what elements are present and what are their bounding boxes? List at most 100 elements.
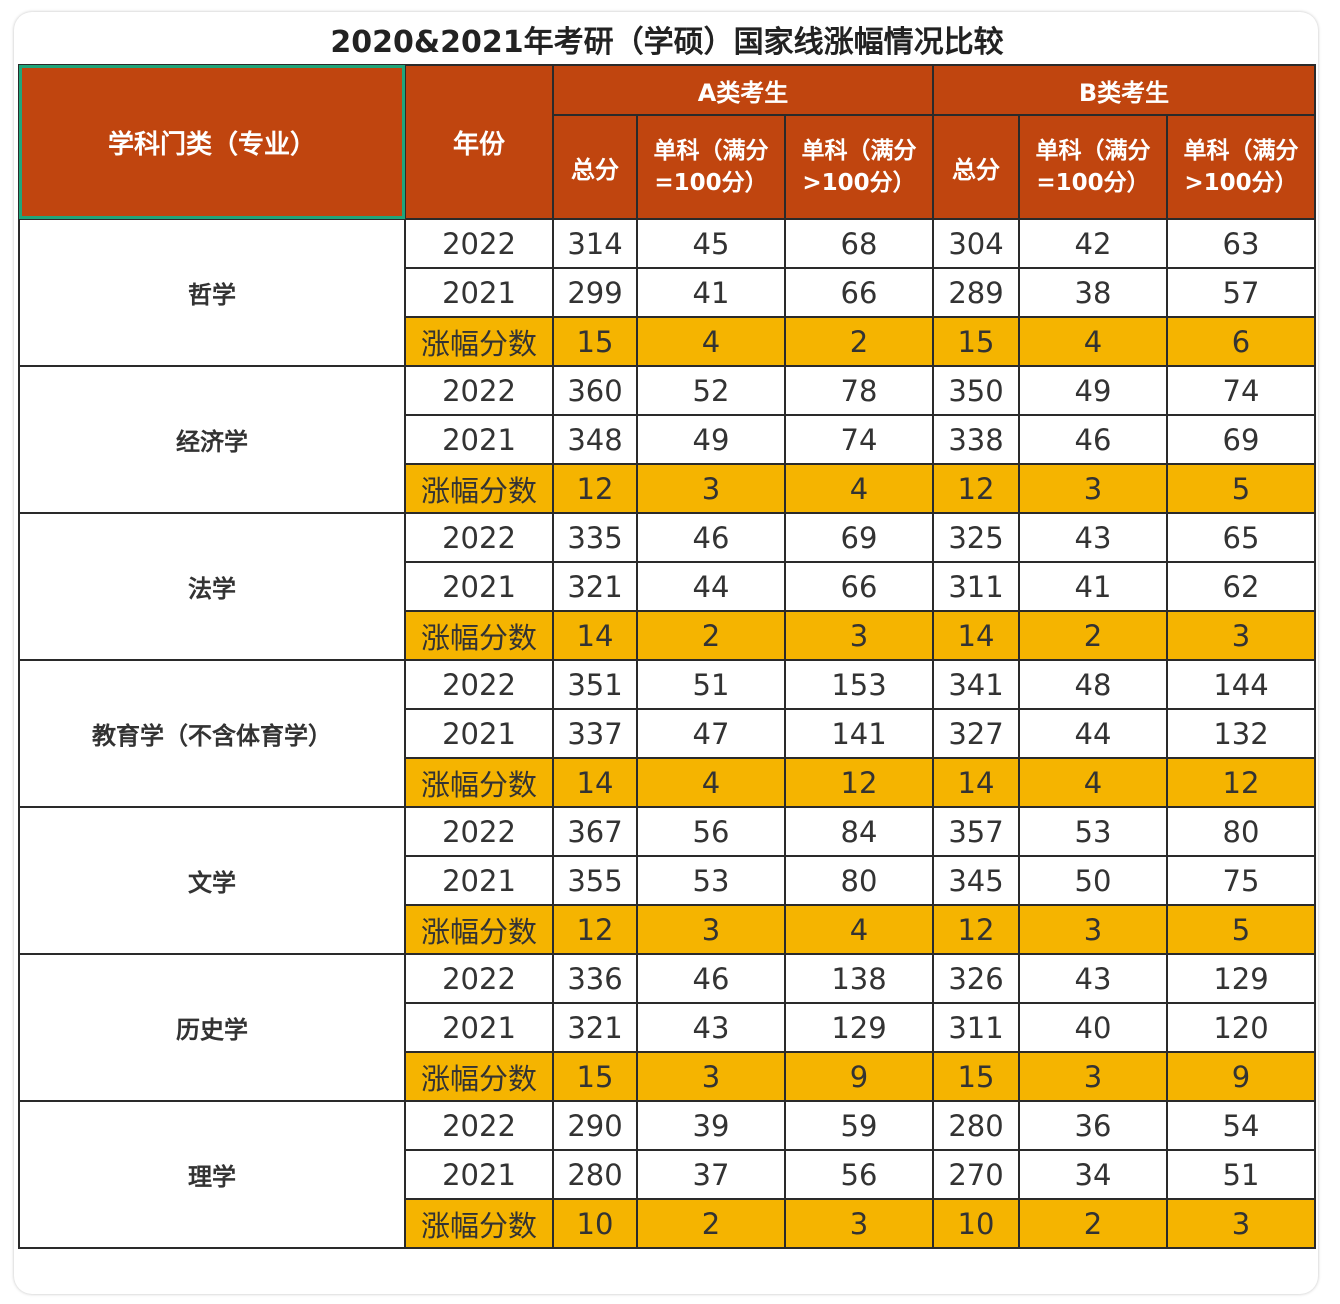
- b-single-gt100-header[interactable]: 单科（满分>100分）: [1166, 114, 1316, 220]
- group-b-header[interactable]: B类考生: [932, 64, 1316, 116]
- rise-value-cell[interactable]: 4: [636, 316, 786, 367]
- rise-value-cell[interactable]: 12: [552, 904, 638, 955]
- rise-value-cell[interactable]: 4: [784, 463, 934, 514]
- score-cell[interactable]: 337: [552, 708, 638, 759]
- score-cell[interactable]: 153: [784, 659, 934, 710]
- rise-value-cell[interactable]: 4: [1018, 316, 1168, 367]
- subject-cell[interactable]: 法学: [18, 512, 406, 661]
- year-header-cell[interactable]: 年份: [404, 64, 554, 220]
- score-cell[interactable]: 43: [1018, 512, 1168, 563]
- rise-value-cell[interactable]: 9: [784, 1051, 934, 1102]
- year-cell[interactable]: 2021: [404, 414, 554, 465]
- rise-value-cell[interactable]: 5: [1166, 904, 1316, 955]
- score-cell[interactable]: 351: [552, 659, 638, 710]
- score-cell[interactable]: 40: [1018, 1002, 1168, 1053]
- score-cell[interactable]: 43: [636, 1002, 786, 1053]
- score-cell[interactable]: 56: [784, 1149, 934, 1200]
- rise-value-cell[interactable]: 12: [552, 463, 638, 514]
- score-cell[interactable]: 36: [1018, 1100, 1168, 1151]
- score-cell[interactable]: 360: [552, 365, 638, 416]
- score-cell[interactable]: 129: [784, 1002, 934, 1053]
- a-total-header[interactable]: 总分: [552, 114, 638, 220]
- score-cell[interactable]: 44: [1018, 708, 1168, 759]
- year-cell[interactable]: 2022: [404, 365, 554, 416]
- score-cell[interactable]: 56: [636, 806, 786, 857]
- rise-value-cell[interactable]: 2: [636, 610, 786, 661]
- score-cell[interactable]: 49: [1018, 365, 1168, 416]
- score-cell[interactable]: 46: [1018, 414, 1168, 465]
- year-cell[interactable]: 2021: [404, 267, 554, 318]
- score-cell[interactable]: 66: [784, 267, 934, 318]
- rise-value-cell[interactable]: 2: [1018, 610, 1168, 661]
- score-cell[interactable]: 132: [1166, 708, 1316, 759]
- score-cell[interactable]: 43: [1018, 953, 1168, 1004]
- score-cell[interactable]: 74: [1166, 365, 1316, 416]
- subject-cell[interactable]: 教育学（不含体育学）: [18, 659, 406, 808]
- rise-value-cell[interactable]: 12: [1166, 757, 1316, 808]
- score-cell[interactable]: 80: [1166, 806, 1316, 857]
- rise-label-cell[interactable]: 涨幅分数: [404, 1051, 554, 1102]
- subject-cell[interactable]: 哲学: [18, 218, 406, 367]
- score-cell[interactable]: 304: [932, 218, 1020, 269]
- score-cell[interactable]: 120: [1166, 1002, 1316, 1053]
- score-cell[interactable]: 270: [932, 1149, 1020, 1200]
- score-cell[interactable]: 41: [636, 267, 786, 318]
- score-cell[interactable]: 289: [932, 267, 1020, 318]
- year-cell[interactable]: 2021: [404, 855, 554, 906]
- rise-label-cell[interactable]: 涨幅分数: [404, 1198, 554, 1249]
- year-cell[interactable]: 2022: [404, 512, 554, 563]
- score-cell[interactable]: 299: [552, 267, 638, 318]
- score-cell[interactable]: 367: [552, 806, 638, 857]
- score-cell[interactable]: 57: [1166, 267, 1316, 318]
- a-single-gt100-header[interactable]: 单科（满分>100分）: [784, 114, 934, 220]
- score-cell[interactable]: 69: [1166, 414, 1316, 465]
- score-cell[interactable]: 311: [932, 561, 1020, 612]
- b-single-eq100-header[interactable]: 单科（满分=100分）: [1018, 114, 1168, 220]
- score-cell[interactable]: 335: [552, 512, 638, 563]
- rise-value-cell[interactable]: 15: [552, 316, 638, 367]
- score-cell[interactable]: 311: [932, 1002, 1020, 1053]
- score-cell[interactable]: 68: [784, 218, 934, 269]
- score-cell[interactable]: 336: [552, 953, 638, 1004]
- rise-label-cell[interactable]: 涨幅分数: [404, 610, 554, 661]
- score-cell[interactable]: 314: [552, 218, 638, 269]
- score-cell[interactable]: 345: [932, 855, 1020, 906]
- rise-label-cell[interactable]: 涨幅分数: [404, 904, 554, 955]
- rise-value-cell[interactable]: 15: [552, 1051, 638, 1102]
- subject-cell[interactable]: 文学: [18, 806, 406, 955]
- score-cell[interactable]: 129: [1166, 953, 1316, 1004]
- rise-value-cell[interactable]: 15: [932, 1051, 1020, 1102]
- year-cell[interactable]: 2022: [404, 1100, 554, 1151]
- rise-value-cell[interactable]: 2: [636, 1198, 786, 1249]
- year-cell[interactable]: 2022: [404, 806, 554, 857]
- rise-value-cell[interactable]: 3: [636, 463, 786, 514]
- score-cell[interactable]: 321: [552, 1002, 638, 1053]
- rise-value-cell[interactable]: 9: [1166, 1051, 1316, 1102]
- rise-value-cell[interactable]: 4: [784, 904, 934, 955]
- rise-value-cell[interactable]: 12: [932, 904, 1020, 955]
- a-single-eq100-header[interactable]: 单科（满分=100分）: [636, 114, 786, 220]
- score-cell[interactable]: 63: [1166, 218, 1316, 269]
- rise-value-cell[interactable]: 4: [1018, 757, 1168, 808]
- score-cell[interactable]: 46: [636, 953, 786, 1004]
- score-cell[interactable]: 327: [932, 708, 1020, 759]
- score-cell[interactable]: 74: [784, 414, 934, 465]
- rise-value-cell[interactable]: 3: [1018, 1051, 1168, 1102]
- rise-value-cell[interactable]: 3: [1018, 904, 1168, 955]
- rise-label-cell[interactable]: 涨幅分数: [404, 463, 554, 514]
- score-cell[interactable]: 326: [932, 953, 1020, 1004]
- score-cell[interactable]: 321: [552, 561, 638, 612]
- rise-value-cell[interactable]: 3: [1018, 463, 1168, 514]
- rise-value-cell[interactable]: 14: [932, 757, 1020, 808]
- rise-value-cell[interactable]: 5: [1166, 463, 1316, 514]
- score-cell[interactable]: 59: [784, 1100, 934, 1151]
- rise-value-cell[interactable]: 10: [932, 1198, 1020, 1249]
- score-cell[interactable]: 141: [784, 708, 934, 759]
- score-cell[interactable]: 348: [552, 414, 638, 465]
- rise-value-cell[interactable]: 3: [784, 610, 934, 661]
- year-cell[interactable]: 2021: [404, 1149, 554, 1200]
- score-cell[interactable]: 280: [932, 1100, 1020, 1151]
- score-cell[interactable]: 69: [784, 512, 934, 563]
- score-cell[interactable]: 78: [784, 365, 934, 416]
- score-cell[interactable]: 325: [932, 512, 1020, 563]
